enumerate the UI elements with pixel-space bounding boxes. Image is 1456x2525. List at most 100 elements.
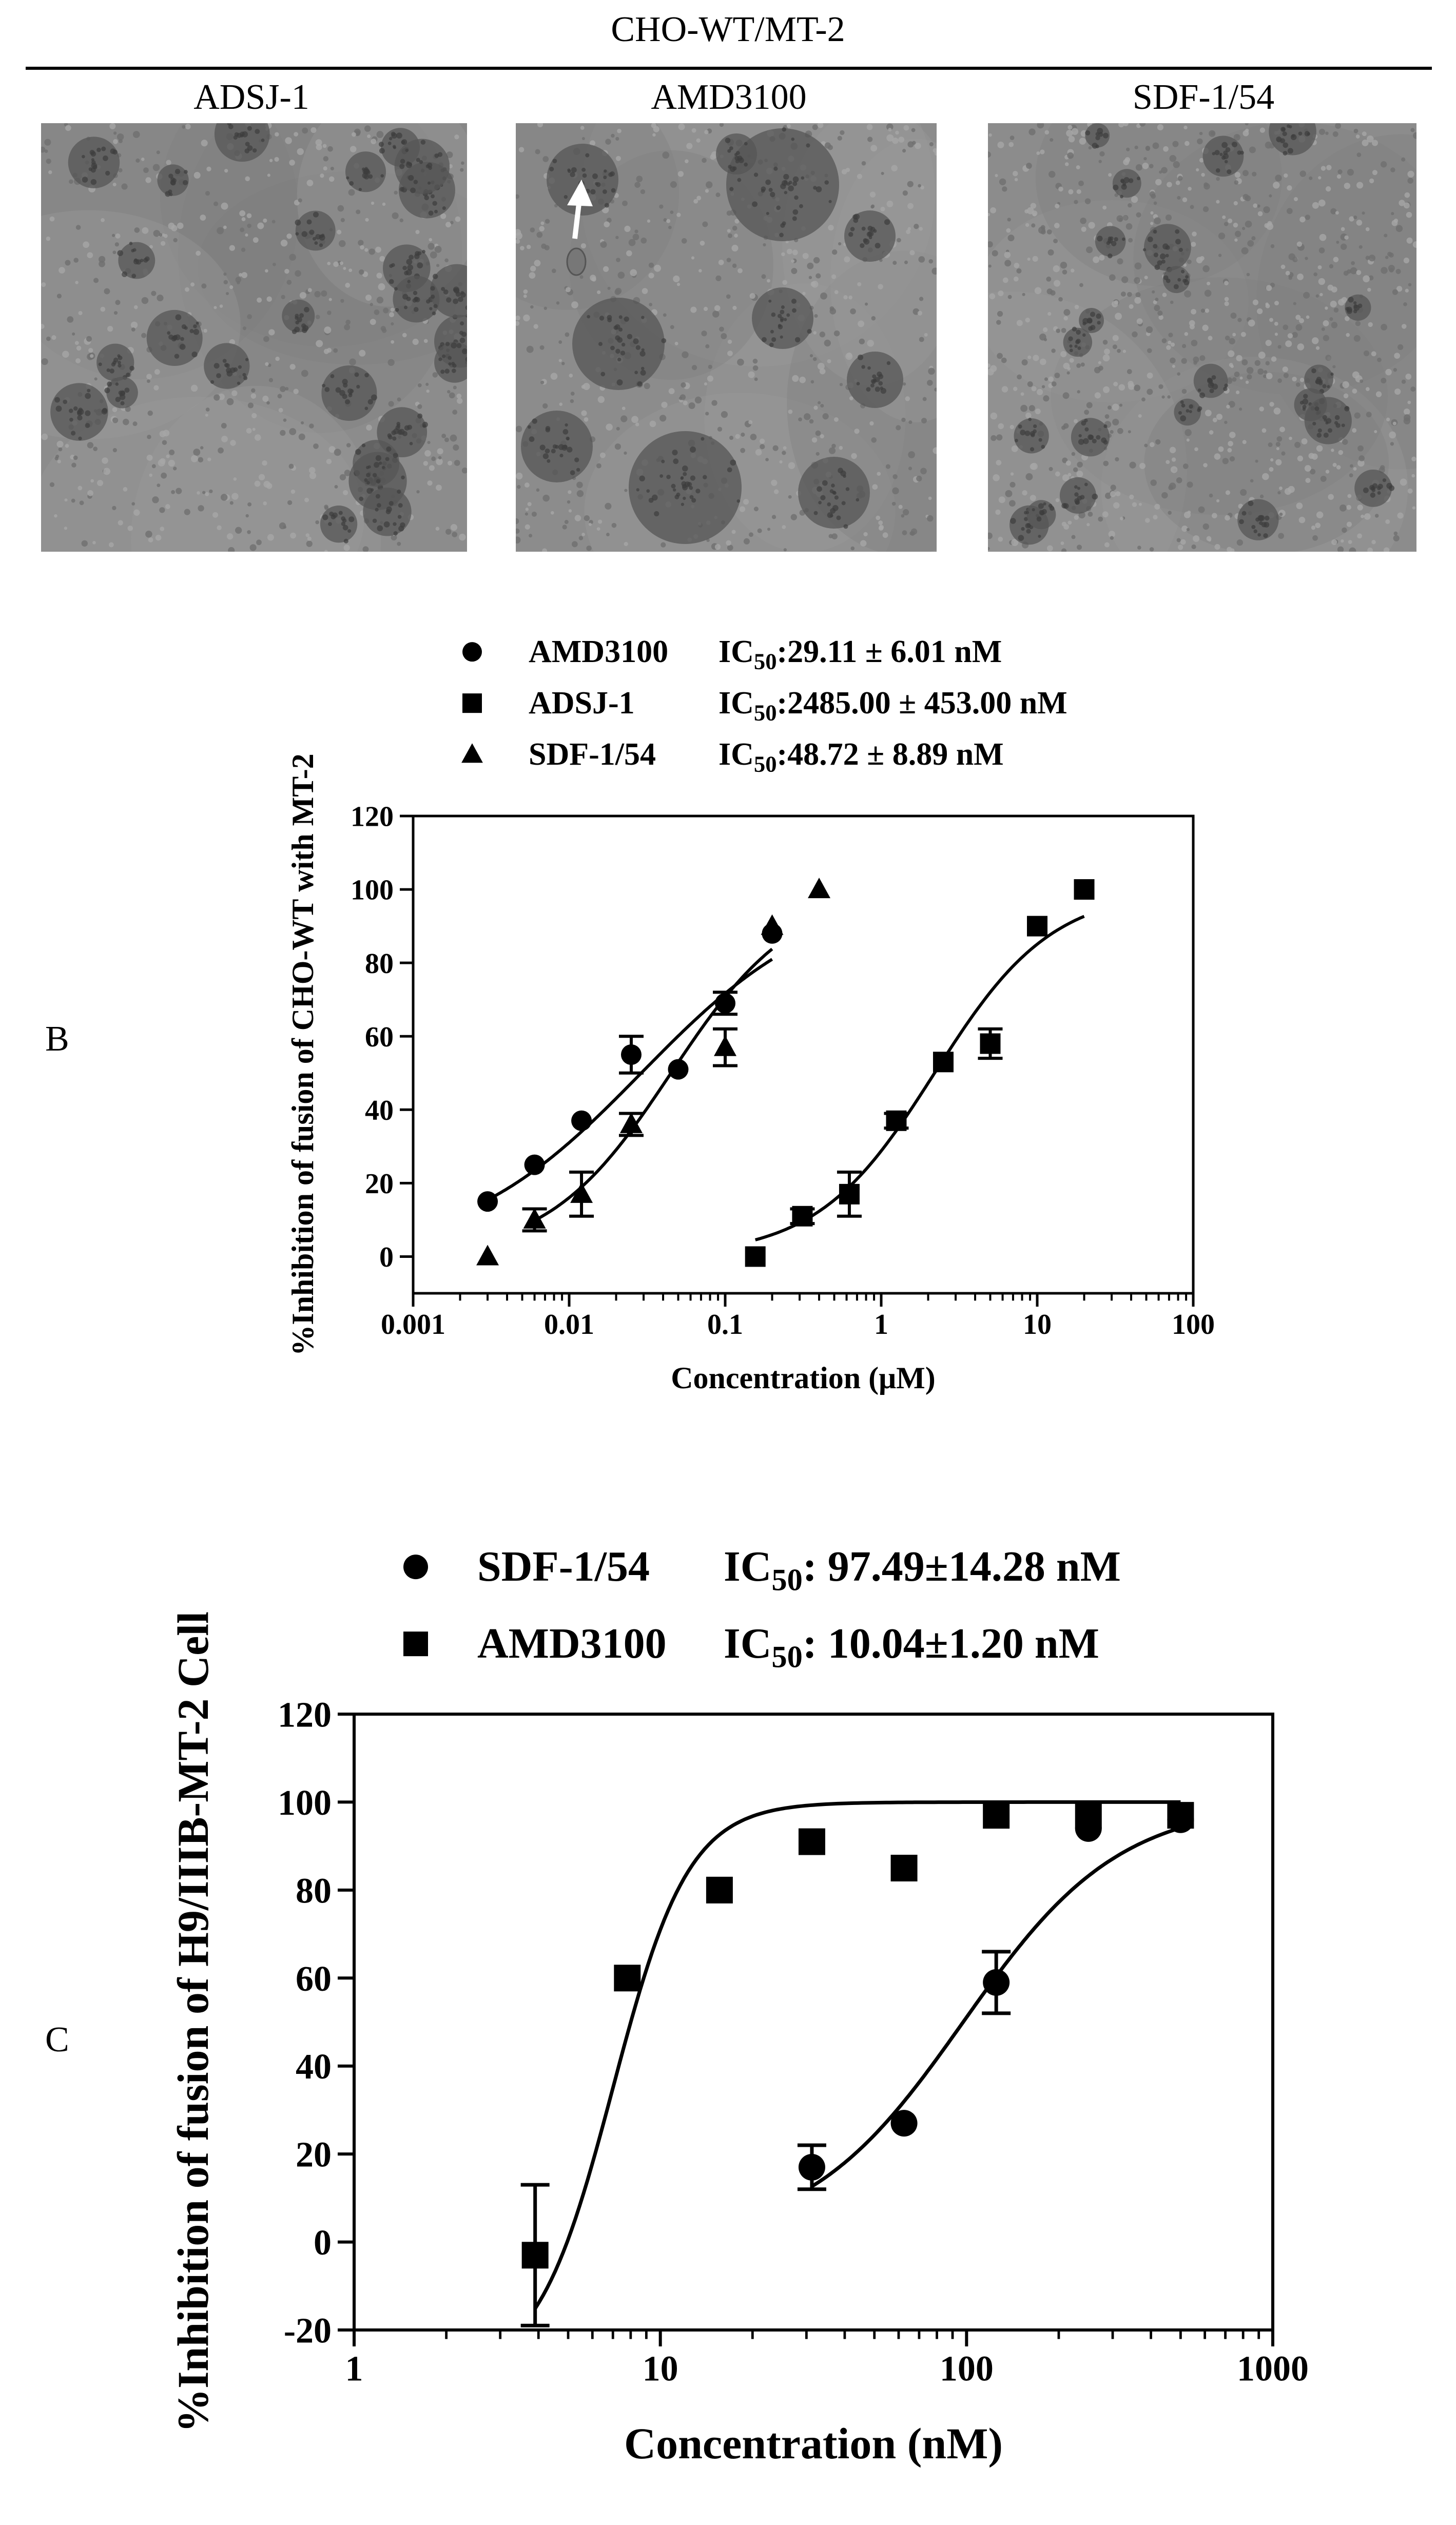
- cell: [252, 428, 256, 431]
- cell: [254, 480, 261, 487]
- cell: [870, 145, 878, 152]
- image-label-sdf154: SDF-1/54: [1132, 77, 1275, 117]
- cell: [928, 496, 932, 500]
- cell: [461, 467, 467, 474]
- cell: [1328, 494, 1334, 500]
- cell: [263, 501, 267, 506]
- cell: [581, 410, 587, 416]
- cluster-cell: [385, 509, 391, 514]
- cell: [206, 166, 211, 171]
- cell: [1384, 234, 1388, 238]
- cell: [1067, 473, 1072, 477]
- cluster-cell: [451, 342, 457, 348]
- cell: [819, 332, 825, 338]
- cluster-cell: [431, 295, 435, 299]
- cell: [75, 358, 81, 364]
- cell: [102, 457, 108, 464]
- cell: [159, 233, 163, 237]
- cluster-cell: [813, 186, 817, 190]
- cell: [1225, 515, 1230, 521]
- cell: [1347, 169, 1354, 176]
- cluster-cell: [786, 313, 790, 317]
- cell-cluster: [320, 506, 358, 543]
- cell: [1276, 436, 1283, 442]
- cluster-cell: [782, 127, 786, 132]
- cell: [339, 240, 346, 247]
- cell: [358, 240, 364, 246]
- cell: [113, 131, 117, 135]
- data-point-adsj-1: [1027, 916, 1047, 937]
- cell: [1405, 288, 1409, 293]
- cell: [817, 362, 825, 370]
- cell: [542, 548, 548, 552]
- cluster-cell: [549, 166, 554, 171]
- cell: [302, 127, 308, 134]
- cell: [524, 482, 530, 488]
- cluster-cell: [1302, 407, 1306, 411]
- cell: [1371, 540, 1376, 545]
- cell: [41, 433, 48, 440]
- cell: [1321, 327, 1325, 331]
- cell: [649, 420, 656, 428]
- cell: [558, 340, 562, 344]
- cell: [581, 137, 585, 141]
- cell: [173, 238, 178, 243]
- cell: [1243, 193, 1249, 200]
- cell: [606, 423, 613, 431]
- y-tick-label: 100: [351, 875, 394, 906]
- cell: [988, 547, 990, 550]
- cell: [1216, 177, 1220, 181]
- cell: [375, 246, 381, 253]
- cell: [1176, 477, 1182, 483]
- cell: [1280, 264, 1286, 269]
- cell: [888, 128, 892, 132]
- cell: [1247, 240, 1254, 247]
- cell: [659, 415, 667, 422]
- cell: [1067, 125, 1073, 130]
- cell: [424, 450, 431, 457]
- cell: [1079, 138, 1086, 145]
- cell: [663, 218, 667, 222]
- cell: [1228, 401, 1235, 408]
- x-tick-label: 100: [940, 2349, 994, 2389]
- cell: [1273, 407, 1281, 415]
- cluster-cell: [393, 522, 397, 526]
- cell: [750, 434, 757, 440]
- cell: [813, 331, 817, 335]
- cluster-cell: [791, 137, 795, 141]
- cell: [1347, 269, 1351, 274]
- cell: [253, 237, 259, 243]
- cell: [457, 398, 463, 404]
- cell: [1132, 502, 1137, 507]
- cell: [1265, 303, 1270, 308]
- cell: [1333, 307, 1339, 313]
- cell: [1055, 471, 1060, 477]
- cell: [998, 290, 1004, 297]
- plot-frame: [412, 814, 1195, 1295]
- cell: [1047, 249, 1054, 256]
- cell: [1074, 200, 1078, 204]
- cell: [314, 290, 321, 298]
- cell: [808, 276, 812, 279]
- cell: [1255, 459, 1258, 463]
- cluster-cell: [135, 259, 142, 265]
- cell: [72, 332, 75, 336]
- cluster-cell: [878, 381, 883, 386]
- data-point-sdf-1-54: [798, 2153, 825, 2181]
- cell: [334, 485, 338, 489]
- cluster-cell: [82, 177, 88, 183]
- cell: [891, 501, 896, 506]
- cell: [634, 229, 638, 234]
- cell: [221, 423, 227, 429]
- data-point-adsj-1: [792, 1206, 813, 1227]
- cell: [1381, 378, 1387, 384]
- cluster-cell: [434, 153, 439, 158]
- cluster-cell: [1312, 421, 1316, 426]
- cell: [611, 522, 617, 528]
- cell: [1176, 538, 1181, 542]
- arrow-head: [567, 180, 593, 206]
- cell: [221, 436, 228, 442]
- cell: [859, 338, 865, 345]
- cluster-cell: [1214, 150, 1220, 156]
- cell: [1031, 223, 1036, 228]
